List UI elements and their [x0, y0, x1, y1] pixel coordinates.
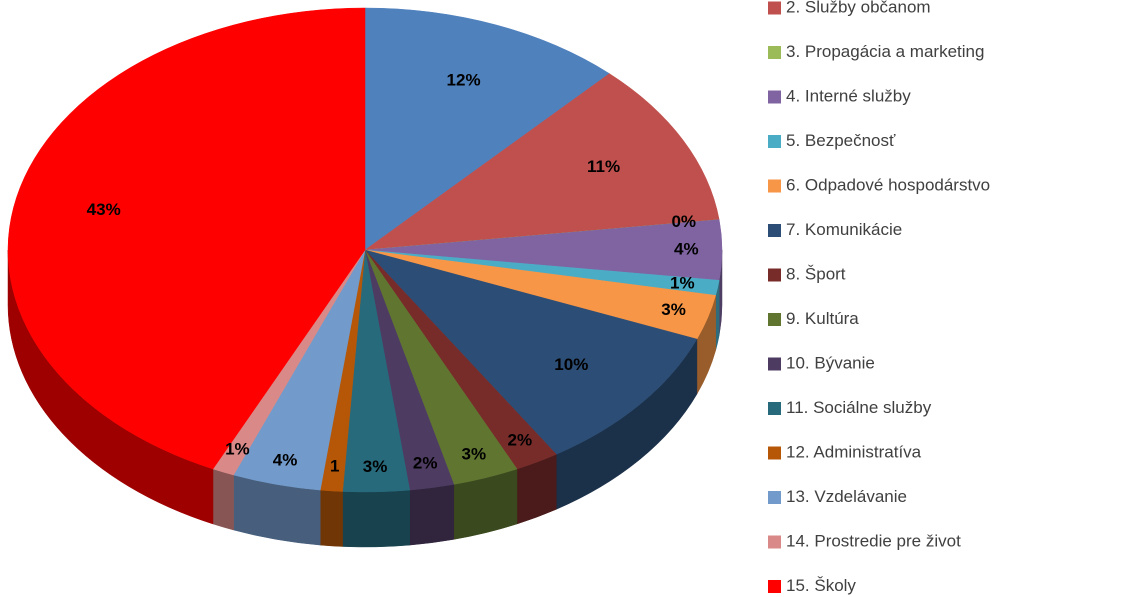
legend-swatch [768, 402, 781, 415]
data-label: 2% [413, 453, 438, 472]
legend-swatch [768, 268, 781, 282]
data-label: 12% [447, 71, 481, 90]
slice-side [212, 468, 234, 531]
legend-swatch [768, 179, 781, 193]
data-label: 1% [670, 274, 695, 293]
legend-label: 7. Komunikácie [786, 220, 902, 239]
data-label: 2% [507, 430, 532, 449]
legend-label: 11. Sociálne služby [786, 398, 932, 417]
data-label: 10% [554, 355, 588, 374]
legend-swatch [768, 535, 781, 549]
legend-label: 6. Odpadové hospodárstvo [786, 175, 990, 194]
slice-side [342, 489, 410, 548]
legend-label: 2. Služby občanom [786, 0, 931, 16]
legend-label: 4. Interné služby [786, 86, 911, 105]
data-label: 43% [87, 200, 121, 219]
legend-swatch [768, 90, 781, 104]
data-label: 11% [587, 157, 620, 176]
data-label: 4% [674, 239, 699, 258]
legend-swatch [768, 446, 781, 460]
data-label: 0% [671, 212, 696, 231]
legend-label: 14. Prostredie pre život [786, 531, 961, 550]
slice [364, 73, 720, 251]
data-label: 1 [330, 456, 339, 475]
slice-side [409, 484, 455, 546]
legend-swatch [768, 46, 781, 59]
legend-label: 15. Školy [786, 576, 856, 595]
legend-label: 5. Bezpečnosť [786, 131, 896, 150]
legend-swatch [768, 580, 781, 593]
legend-label: 3. Propagácia a marketing [786, 42, 984, 61]
legend-swatch [768, 1, 781, 15]
data-label: 4% [273, 450, 298, 469]
legend-swatch [768, 313, 781, 326]
legend-swatch [768, 135, 781, 148]
slice [7, 7, 366, 470]
legend-swatch [768, 357, 781, 371]
legend-swatch [768, 224, 781, 237]
legend-swatch [768, 491, 781, 504]
slice-side [320, 489, 343, 547]
legend-label: 8. Šport [786, 264, 846, 283]
legend-label: 10. Bývanie [786, 353, 875, 372]
legend-label: 13. Vzdelávanie [786, 487, 907, 506]
slice [364, 7, 610, 251]
data-label: 1% [225, 439, 250, 458]
legend-label: 12. Administratíva [786, 442, 922, 461]
data-label: 3% [661, 300, 686, 319]
data-label: 3% [462, 444, 487, 463]
slice [364, 249, 698, 455]
legend-label: 9. Kultúra [786, 309, 859, 328]
data-label: 3% [363, 457, 388, 476]
